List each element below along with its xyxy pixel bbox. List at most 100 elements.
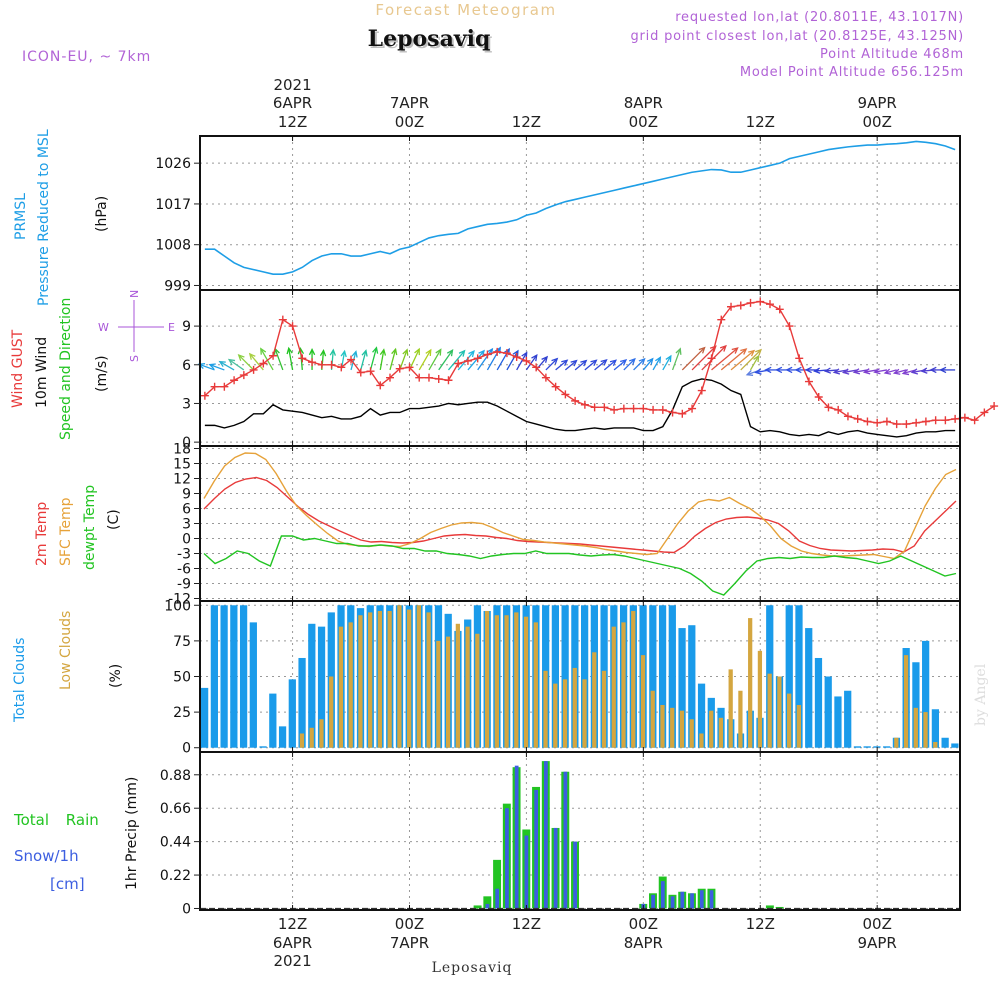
ytick-label-temperature: 18 [173, 442, 191, 458]
bar-low-clouds [572, 667, 577, 748]
compass-s: S [128, 355, 141, 362]
ytick-label-precip: 0.88 [160, 768, 191, 784]
wind-arrow-head [361, 349, 368, 357]
wind-arrow [228, 359, 245, 371]
bar-snow [534, 789, 539, 909]
wind-arrow-head [590, 359, 598, 367]
bar-low-clouds [475, 633, 480, 748]
bar-total-clouds [239, 605, 248, 748]
bar-low-clouds [582, 679, 587, 748]
bar-total-clouds [649, 605, 657, 748]
bar-total-clouds [668, 605, 676, 748]
wind-arrow-head [852, 368, 861, 375]
series-line-dewpt [203, 535, 957, 596]
ytick-label-pressure: 1017 [155, 197, 191, 213]
gust-marker [493, 347, 502, 356]
wind-arrow-head [286, 346, 293, 355]
bar-low-clouds [611, 626, 616, 748]
wind-arrow [555, 359, 568, 371]
bar-low-clouds [923, 712, 928, 748]
gust-marker [639, 404, 648, 413]
bar-total-clouds [551, 605, 560, 748]
wind-arrow-head [665, 354, 672, 363]
wind-arrow [825, 369, 839, 372]
wind-arrow-head [929, 366, 937, 374]
wind-arrow [603, 359, 617, 371]
ytick-label-clouds: 25 [173, 705, 191, 721]
bar-low-clouds [309, 727, 314, 748]
wind-arrow-head [620, 359, 628, 366]
gust-marker [473, 354, 482, 363]
gust-marker [424, 373, 433, 382]
wind-arrow [219, 361, 235, 371]
ytick-label-wind: 9 [182, 319, 191, 335]
bar-total-clouds [561, 605, 569, 748]
wind-arrow-head [468, 350, 475, 358]
wind-arrow [681, 347, 706, 371]
wind-arrow-head [638, 357, 646, 365]
bar-low-clouds [660, 704, 665, 748]
bar-total-clouds [678, 628, 686, 748]
bar-total-clouds [795, 605, 803, 748]
bar-total-clouds [931, 709, 940, 748]
gust-marker [220, 382, 229, 391]
gust-marker [795, 354, 804, 363]
wind-arrow-head [939, 366, 947, 374]
wind-arrow-head [901, 369, 910, 376]
wind-arrow-head [862, 368, 871, 375]
bar-total-clouds [912, 662, 920, 748]
gust-marker [483, 350, 492, 359]
gust-marker [921, 417, 930, 426]
bar-rain [483, 896, 492, 909]
bar-total-clouds [210, 605, 218, 748]
wind-arrow [428, 349, 442, 371]
wind-arrow-head [458, 349, 466, 357]
wind-arrow-head [892, 368, 901, 375]
ytick-label-precip: 0.44 [160, 835, 191, 851]
grid-lines [200, 136, 960, 910]
model-label: ICON-EU, ~ 7km [22, 49, 151, 65]
wind-arrow [720, 348, 747, 371]
bar-low-clouds [670, 707, 675, 748]
wind-arrow [438, 349, 454, 371]
wind-arrow [652, 357, 661, 371]
wind-arrow-head [340, 349, 347, 358]
panel-precip-frame [199, 751, 961, 911]
cloud-unit: (%) [108, 664, 124, 688]
gust-marker [200, 391, 209, 400]
gust-marker [463, 356, 472, 365]
gust-marker [230, 376, 239, 385]
wind-arrow [238, 354, 255, 371]
wind-arrow-head [804, 366, 812, 374]
gust-marker [619, 404, 628, 413]
time-label-top: 12Z [512, 113, 541, 131]
gust-marker [541, 373, 550, 382]
wind-arrow [623, 358, 636, 371]
bar-low-clouds [787, 693, 792, 748]
ytick-label-temperature: -12 [168, 592, 191, 608]
ytick-label-pressure: 1008 [155, 238, 191, 254]
rain-label: Total Rain [13, 811, 99, 829]
location-title-shadow: Leposaviq [370, 28, 493, 54]
wind-arrow-head [308, 347, 316, 356]
gust-marker [785, 322, 794, 331]
bar-total-clouds [883, 746, 891, 748]
product-title: Forecast Meteogram [375, 1, 556, 19]
wind-arrow-head [910, 368, 919, 375]
bar-low-clouds [933, 742, 938, 748]
time-label-bottom: 12Z [512, 915, 541, 933]
bar-total-clouds [863, 746, 871, 748]
wind-arrow-head [551, 357, 559, 365]
time-label-bottom: 9APR [858, 934, 897, 952]
bar-low-clouds [709, 710, 714, 748]
bar-total-clouds [308, 623, 316, 748]
wind-arrow [854, 369, 868, 373]
bar-low-clouds [757, 650, 763, 748]
gust-marker [980, 408, 989, 417]
gust-marker [902, 420, 911, 429]
wind-arrow-head [531, 353, 538, 362]
time-label-bottom: 7APR [390, 934, 429, 952]
bar-snow [514, 765, 519, 909]
gust-marker [804, 377, 813, 386]
